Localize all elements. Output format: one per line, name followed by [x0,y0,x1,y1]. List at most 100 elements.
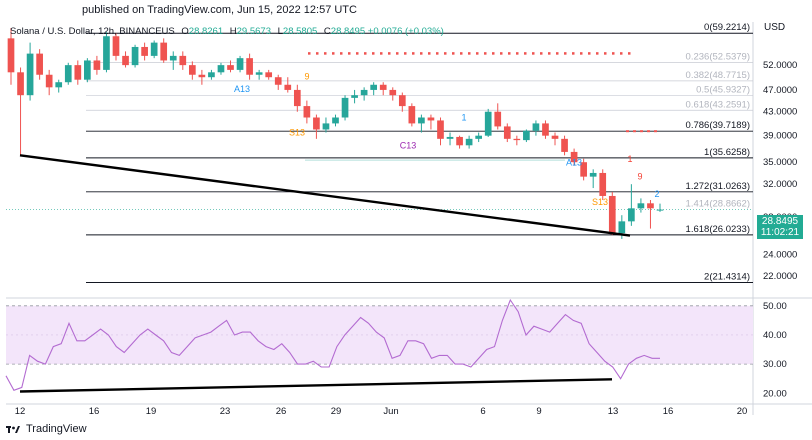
td-annotation-label: 2 [654,189,659,199]
candle-body [208,72,215,78]
candle-body [122,55,129,66]
symbol-title: Solana / U.S. Dollar, 12h, BINANCEUS [10,26,175,37]
candle-body [255,72,263,75]
candle-body [408,106,416,124]
fib-level-label: 1.414(28.8662) [686,198,750,209]
candle-body [589,172,597,177]
resistance-dot [564,52,567,55]
candle-body [398,95,406,107]
time-tick-label: 16 [89,406,100,417]
candle-body [370,84,378,90]
candle-body [551,135,559,139]
time-tick-label: 26 [276,406,287,417]
time-tick-label: 19 [146,406,157,417]
time-tick-label: Jun [383,406,398,417]
td-annotation-label: 1 [627,154,632,164]
candle-body [599,172,607,196]
resistance-dot [428,52,431,55]
fib-level-label: 0.786(39.7189) [686,120,750,131]
candle-body [427,117,435,121]
td-annotation-label: 9 [637,172,642,182]
resistance-dot [604,52,607,55]
rsi-series-line [5,298,660,391]
time-tick-label: 16 [663,406,674,417]
resistance-dot [308,52,311,55]
td-annotation-label: A13 [566,158,582,168]
candle-body [332,117,339,124]
resistance-dot [640,130,643,133]
open-label: O [181,26,189,37]
candle-body [131,46,139,66]
publish-header: published on TradingView.com, Jun 15, 20… [0,0,812,22]
rsi-tick-label: 30.00 [763,359,787,370]
candle-body [284,84,292,90]
candle-body [160,42,168,61]
resistance-dot [633,130,636,133]
resistance-dot [628,52,631,55]
resistance-dot [420,52,423,55]
time-tick-label: 12 [15,406,26,417]
candle-body [628,208,635,222]
candle-body [17,72,24,96]
resistance-dot [412,52,415,55]
candle-body [26,53,34,96]
resistance-dot [540,52,543,55]
td-annotation-label: 1 [461,112,466,122]
time-tick-label: 13 [608,406,619,417]
price-tick-label: 47.0000 [763,85,797,96]
candle-body [103,36,110,70]
rsi-trendline [19,378,613,393]
candle-body [274,77,282,85]
bar-countdown: 11:02:21 [760,227,800,238]
resistance-dot [324,52,327,55]
candle-body [360,89,368,96]
candle-body [198,74,206,78]
td-annotation-label: 9 [304,72,309,82]
candle-body [561,138,568,152]
candle-body [303,106,311,118]
candle-body [246,58,253,75]
resistance-dot [332,52,335,55]
footer-brand[interactable]: TradingView [6,423,87,435]
price-tick-label: 52.0000 [763,60,797,71]
price-tick-label: 43.0000 [763,107,797,118]
fib-level-label: 1.618(26.0233) [686,224,750,235]
candle-body [64,65,72,83]
resistance-dot [620,52,623,55]
tradingview-logo-icon [6,426,20,433]
price-trendline [19,154,631,237]
rsi-tick-label: 40.00 [763,330,787,341]
candle-body [523,130,530,141]
resistance-dot [380,52,383,55]
candle-body [532,123,540,131]
resistance-dot [500,52,503,55]
candle-body [456,136,463,146]
change-value: +0.0076 (+0.03%) [367,26,444,37]
low-value: 28.5805 [282,26,318,37]
candle-body [93,60,101,70]
resistance-dot [468,52,471,55]
publish-info: published on TradingView.com, Jun 15, 20… [82,4,357,16]
candle-body [465,138,473,146]
price-tick-label: 22.0000 [763,271,797,282]
high-label: H [229,26,237,37]
resistance-dot [436,52,439,55]
candle-body [150,42,158,56]
resistance-dot [516,52,519,55]
candle-body [608,195,616,234]
candle-body [141,46,148,56]
open-value: 28.8261 [188,26,224,37]
candle-body [475,135,483,139]
footer-brand-text: TradingView [26,423,87,435]
candle-body [418,117,425,124]
price-tick-label: 32.0000 [763,179,797,190]
candle-body [379,84,387,90]
price-tick-label: 35.0000 [763,157,797,168]
close-value: 28.8495 [330,26,366,37]
resistance-dot [596,52,599,55]
resistance-dot [340,52,343,55]
candle-body [446,136,454,139]
fib-level-label: 1.272(31.0263) [686,181,750,192]
high-value: 29.5673 [236,26,271,37]
